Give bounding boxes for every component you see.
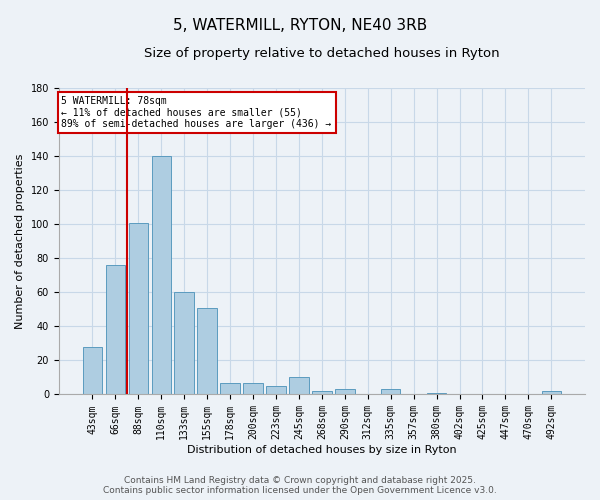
Title: Size of property relative to detached houses in Ryton: Size of property relative to detached ho… (144, 48, 500, 60)
Bar (106, 265, 125, 394)
Bar (83, 347, 102, 395)
Bar (427, 393, 446, 394)
Text: Contains HM Land Registry data © Crown copyright and database right 2025.
Contai: Contains HM Land Registry data © Crown c… (103, 476, 497, 495)
Bar (175, 292, 194, 394)
Bar (542, 391, 561, 394)
Bar (266, 386, 286, 394)
Bar (220, 382, 240, 394)
Y-axis label: Number of detached properties: Number of detached properties (15, 154, 25, 329)
X-axis label: Distribution of detached houses by size in Ryton: Distribution of detached houses by size … (187, 445, 457, 455)
Bar (244, 382, 263, 394)
Text: 5, WATERMILL, RYTON, NE40 3RB: 5, WATERMILL, RYTON, NE40 3RB (173, 18, 427, 32)
Bar (335, 390, 355, 394)
Bar (152, 156, 171, 394)
Bar (289, 378, 308, 394)
Bar (312, 391, 332, 394)
Bar (197, 308, 217, 394)
Bar (381, 390, 400, 394)
Bar (128, 222, 148, 394)
Text: 5 WATERMILL: 78sqm
← 11% of detached houses are smaller (55)
89% of semi-detache: 5 WATERMILL: 78sqm ← 11% of detached hou… (61, 96, 332, 129)
